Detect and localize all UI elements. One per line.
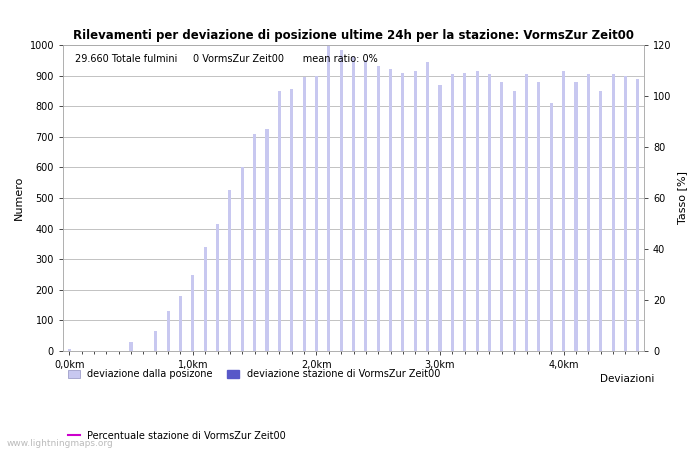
Bar [228,190,232,351]
Bar [154,331,158,351]
Bar [130,342,132,351]
Bar [599,91,602,351]
Bar [315,76,318,351]
Bar [562,71,565,351]
Legend: Percentuale stazione di VormsZur Zeit00: Percentuale stazione di VormsZur Zeit00 [68,431,286,441]
Bar [191,274,195,351]
Bar [278,91,281,351]
Bar [68,350,71,351]
Bar [538,82,540,351]
Bar [204,247,206,351]
Bar [401,72,405,351]
Bar [500,82,503,351]
Y-axis label: Numero: Numero [14,176,24,220]
Text: Deviazioni: Deviazioni [600,374,654,383]
Bar [451,74,454,351]
Bar [327,45,330,351]
Bar [438,85,442,351]
Bar [463,72,466,351]
Bar [265,129,269,351]
Y-axis label: Tasso [%]: Tasso [%] [677,171,687,225]
Bar [587,74,590,351]
Bar [179,296,182,351]
Text: www.lightningmaps.org: www.lightningmaps.org [7,439,113,448]
Bar [488,74,491,351]
Bar [377,67,380,351]
Bar [290,90,293,351]
Bar [636,79,639,351]
Text: 29.660 Totale fulmini     0 VormsZur Zeit00      mean ratio: 0%: 29.660 Totale fulmini 0 VormsZur Zeit00 … [75,54,377,64]
Bar [624,76,627,351]
Bar [475,71,479,351]
Bar [241,167,244,351]
Title: Rilevamenti per deviazione di posizione ultime 24h per la stazione: VormsZur Zei: Rilevamenti per deviazione di posizione … [73,29,634,42]
Bar [352,57,355,351]
Bar [253,134,256,351]
Bar [167,311,169,351]
Bar [426,62,429,351]
Bar [612,74,615,351]
Bar [216,224,219,351]
Bar [550,103,553,351]
Bar [414,71,417,351]
Bar [364,60,368,351]
Bar [512,91,516,351]
Bar [389,69,392,351]
Bar [340,50,343,351]
Bar [302,77,306,351]
Bar [525,74,528,351]
Bar [575,82,577,351]
